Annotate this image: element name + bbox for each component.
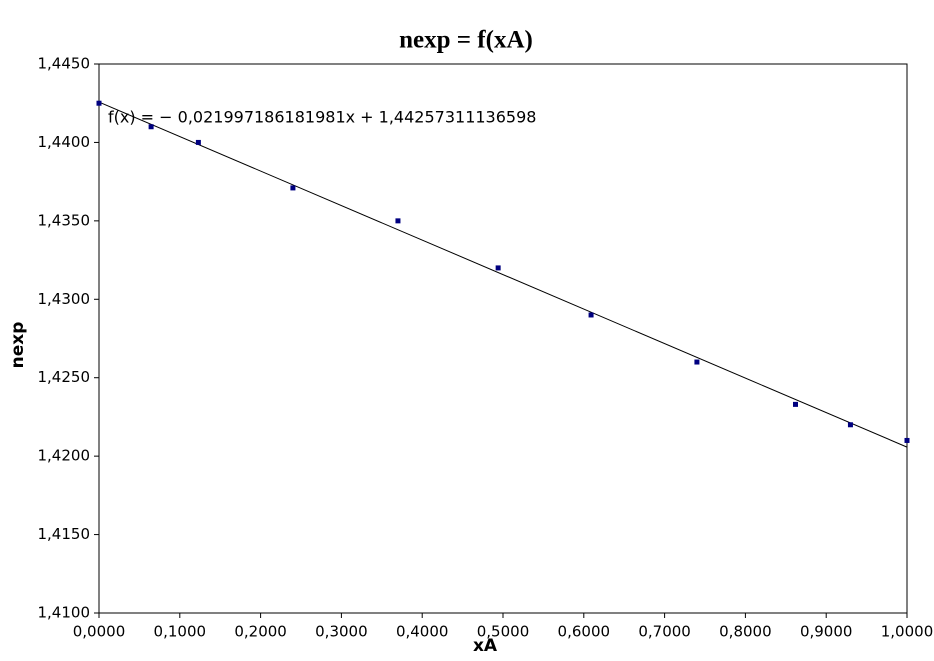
y-tick-label: 1,4100 (38, 604, 91, 622)
y-tick-label: 1,4350 (38, 211, 91, 229)
x-tick-label: 0,4000 (396, 623, 449, 641)
x-tick-label: 0,0000 (73, 623, 126, 641)
x-tick-label: 0,6000 (558, 623, 611, 641)
point (148, 124, 154, 130)
y-tick-label: 1,4300 (38, 290, 91, 308)
x-tick-label: 0,8000 (719, 623, 772, 641)
x-tick-label: 0,5000 (477, 623, 530, 641)
x-tick-label: 0,1000 (154, 623, 207, 641)
point (395, 218, 401, 224)
x-tick-label: 0,9000 (800, 623, 853, 641)
y-tick-label: 1,4450 (38, 55, 91, 73)
y-tick-label: 1,4400 (38, 133, 91, 151)
point (290, 185, 296, 191)
y-tick-label: 1,4200 (38, 447, 91, 465)
point (694, 359, 700, 365)
chart-title: nexp = f(xA) (399, 27, 533, 54)
x-axis-label: xA (473, 636, 498, 656)
point (195, 139, 201, 145)
y-tick-label: 1,4250 (38, 368, 91, 386)
plot-area (98, 63, 908, 614)
y-axis-label: nexp (8, 322, 28, 369)
trendline-equation: f(x) = − 0,021997186181981x + 1,44257311… (108, 108, 536, 127)
x-tick-label: 0,7000 (638, 623, 691, 641)
x-tick-label: 0,2000 (234, 623, 287, 641)
x-tick-label: 0,3000 (315, 623, 368, 641)
point (792, 401, 798, 407)
point (847, 422, 853, 428)
y-tick-label: 1,4150 (38, 525, 91, 543)
point (495, 265, 501, 271)
trendline (98, 101, 908, 448)
point (904, 437, 910, 443)
point (588, 312, 594, 318)
x-tick-label: 1,0000 (881, 623, 934, 641)
point (96, 100, 102, 106)
